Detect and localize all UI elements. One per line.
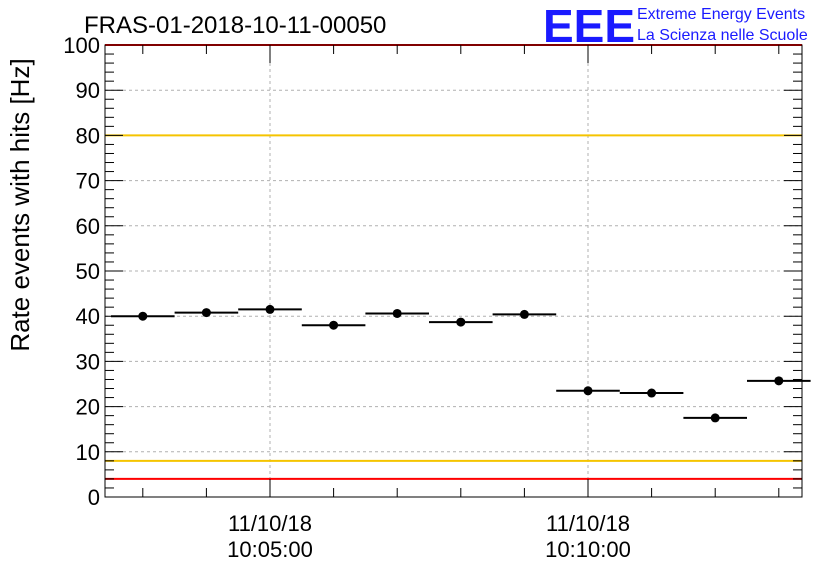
logo-line2: La Scienza nelle Scuole: [637, 27, 808, 44]
x-tick-label-time: 10:10:00: [545, 537, 631, 562]
y-tick-label: 60: [76, 214, 100, 239]
data-points: [111, 304, 811, 423]
y-tick-label: 100: [63, 33, 100, 58]
chart-title: FRAS-01-2018-10-11-00050: [84, 12, 386, 39]
data-point: [456, 317, 466, 327]
y-tick-labels: 0 10 20 30 40 50 60 70 80 90 100: [63, 33, 100, 510]
y-tick-label: 10: [76, 440, 100, 465]
data-point: [519, 309, 529, 319]
y-tick-label: 90: [76, 78, 100, 103]
data-point: [647, 388, 657, 398]
data-point: [710, 413, 720, 423]
logo-line1: Extreme Energy Events: [637, 6, 805, 23]
y-tick-label: 40: [76, 304, 100, 329]
x-tick-label-date: 11/10/18: [546, 511, 630, 536]
axis-ticks: [105, 44, 802, 498]
y-tick-label: 30: [76, 349, 100, 374]
y-axis-title: Rate events with hits [Hz]: [5, 58, 35, 351]
data-point: [138, 311, 148, 321]
grid: [105, 45, 802, 497]
data-point: [201, 308, 211, 318]
y-tick-label: 80: [76, 123, 100, 148]
data-point: [329, 320, 339, 330]
data-point: [583, 386, 593, 396]
x-tick-label-time: 10:05:00: [227, 537, 313, 562]
data-point: [265, 304, 275, 314]
data-point: [392, 308, 402, 318]
reference-lines: [105, 44, 802, 480]
eee-logo: EEE Extreme Energy Events La Scienza nel…: [543, 0, 808, 52]
y-tick-label: 70: [76, 169, 100, 194]
logo-mark: EEE: [543, 0, 635, 52]
y-tick-label: 0: [88, 485, 100, 510]
y-tick-label: 50: [76, 259, 100, 284]
data-point: [774, 376, 784, 386]
x-tick-label-date: 11/10/18: [228, 511, 312, 536]
y-tick-label: 20: [76, 395, 100, 420]
